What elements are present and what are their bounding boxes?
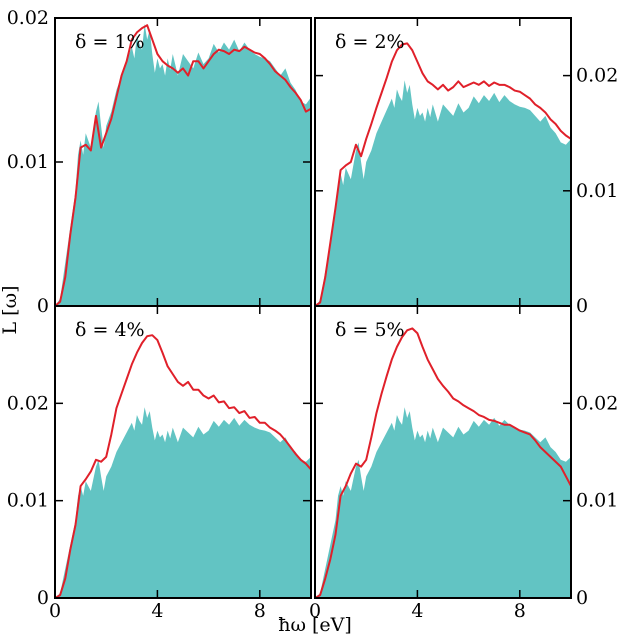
panel-label: δ = 4% [75, 319, 145, 341]
plot-area [315, 42, 571, 306]
panels: 00.010.02δ = 1%00.010.02δ = 2%00.010.020… [7, 7, 618, 622]
panel-label: δ = 5% [335, 319, 405, 341]
x-tick-label: 4 [411, 600, 423, 622]
filled-spectrum-area [315, 407, 571, 598]
spectrum-line [315, 42, 571, 306]
panel-label: δ = 1% [75, 31, 145, 53]
y-tick-label: 0 [576, 587, 588, 609]
y-tick-label: 0.01 [576, 180, 618, 202]
filled-spectrum-area [315, 80, 571, 306]
y-tick-label: 0 [37, 295, 49, 317]
x-tick-label: 0 [49, 600, 61, 622]
plot-area [55, 334, 311, 598]
spectrum-line [55, 334, 311, 598]
y-tick-label: 0 [576, 295, 588, 317]
y-tick-label: 0.01 [7, 490, 49, 512]
y-tick-label: 0.01 [7, 151, 49, 173]
y-tick-label: 0.01 [576, 490, 618, 512]
y-axis-title: L [ω] [0, 286, 21, 335]
y-tick-label: 0.02 [7, 392, 49, 414]
y-tick-label: 0.02 [7, 7, 49, 29]
panel-1: 0 0.01 0.02 δ = 1% [7, 7, 312, 317]
y-tick-label: 0 [37, 587, 49, 609]
x-tick-label: 8 [514, 600, 526, 622]
plot-area [55, 23, 311, 306]
x-tick-label: 0 [309, 600, 321, 622]
filled-spectrum-area [55, 23, 311, 306]
y-tick-label: 0.02 [576, 392, 618, 414]
spectrum-line [315, 327, 571, 598]
x-tick-label: 8 [254, 600, 266, 622]
panel-4: 0 0.01 0.02 0 4 8 δ = 5% [309, 305, 618, 622]
panel-3: 0 0.01 0.02 0 4 8 δ = 4% [7, 305, 312, 622]
panel-label: δ = 2% [335, 31, 405, 53]
x-tick-label: 4 [151, 600, 163, 622]
x-axis-title: ħω [eV] [278, 614, 352, 634]
y-tick-label: 0.02 [576, 65, 618, 87]
panel-frame [54, 305, 312, 599]
panel-2: 0 0.01 0.02 δ = 2% [314, 17, 618, 317]
panel-frame [314, 305, 572, 599]
spectrum-line [55, 24, 311, 306]
plot-area [315, 327, 571, 598]
filled-spectrum-area [55, 407, 311, 598]
